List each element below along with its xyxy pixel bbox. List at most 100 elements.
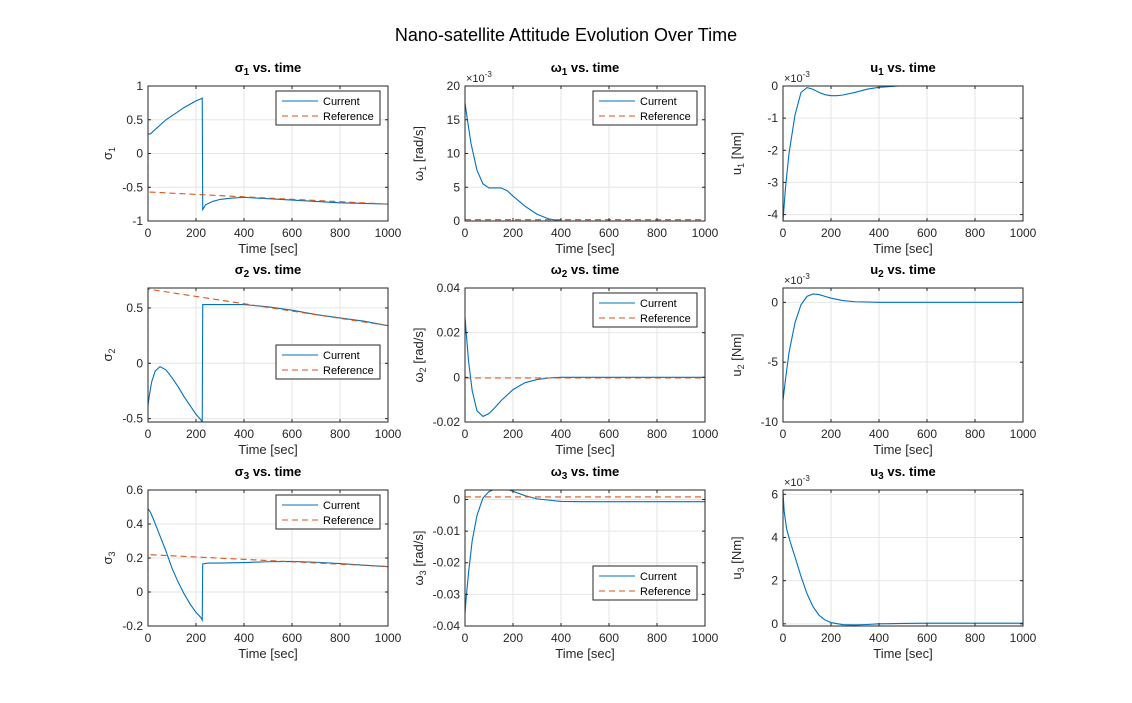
x-tick-label: 600 [282,427,302,441]
y-axis-label: ω2 [rad/s] [411,328,428,383]
x-tick-label: 400 [551,631,571,645]
legend-current-label: Current [640,571,677,583]
legend-current-label: Current [640,298,677,310]
x-axis-label: Time [sec] [555,646,614,661]
axes-box [782,85,1024,222]
y-tick-label: 0 [453,214,460,228]
legend-current-label: Current [323,96,360,108]
x-tick-label: 1000 [692,226,719,240]
y-tick-label: -0.02 [433,415,461,429]
x-tick-label: 600 [599,427,619,441]
legend-reference-label: Reference [323,515,374,527]
current-line [148,304,388,422]
y-tick-label: 0 [136,147,143,161]
axis-exponent: ×10-3 [466,70,492,85]
current-line [148,97,388,212]
subplot-u1: 0 200 400 600 800 1000 -4 -3 -2 -1 0 ×10-3 u1 vs. ti… [729,60,1037,256]
x-tick-label: 400 [551,226,571,240]
x-tick-label: 600 [282,631,302,645]
x-tick-label: 400 [234,427,254,441]
y-axis-label: u3 [Nm] [729,536,746,579]
axis-exponent: ×10-3 [784,474,810,489]
legend: Current Reference [592,292,698,328]
x-axis-label: Time [sec] [555,241,614,256]
x-tick-label: 200 [821,631,841,645]
current-line [783,293,1023,401]
legend-current-label: Current [640,96,677,108]
legend-reference-label: Reference [640,586,691,598]
y-tick-label: 0.5 [126,301,143,315]
y-tick-label: 20 [447,79,461,93]
y-axis-label: σ1 [100,147,117,160]
subplot-title: ω1 vs. time [551,60,620,78]
x-tick-label: 1000 [1010,631,1037,645]
axes-box [782,287,1024,423]
x-tick-label: 200 [186,226,206,240]
current-line [465,316,705,418]
plot-area [783,490,1023,626]
y-tick-label: 0 [771,617,778,631]
x-tick-label: 400 [869,631,889,645]
subplot-sigma2: 0 200 400 600 800 1000-0.500.5σ2 vs. timeTime… [100,262,402,457]
subplot-title: σ1 vs. time [235,60,302,78]
y-tick-label: 10 [447,147,461,161]
y-tick-label: 5 [453,180,460,194]
x-tick-label: 400 [551,427,571,441]
y-tick-label: -0.03 [433,587,461,601]
figure-title: Nano-satellite Attitude Evolution Over T… [395,25,737,45]
x-tick-label: 600 [599,631,619,645]
legend-current-label: Current [323,350,360,362]
y-tick-label: 0 [771,79,778,93]
subplot-sigma1: 0 200 400 600 800 1000 -1 -0.5 0 0.5 1 σ1 vs. time T… [100,60,402,256]
subplot-title: ω3 vs. time [551,464,620,482]
legend: Current Reference [275,344,381,380]
x-tick-label: 1000 [375,631,402,645]
y-tick-label: 0 [771,295,778,309]
y-axis-label: ω3 [rad/s] [411,531,428,586]
x-tick-label: 200 [821,427,841,441]
x-tick-label: 600 [599,226,619,240]
x-tick-label: 400 [869,226,889,240]
x-tick-label: 200 [186,427,206,441]
legend-box [592,292,698,328]
axes-box [782,489,1024,627]
subplot-title: σ3 vs. time [235,464,302,482]
y-tick-label: -1 [767,111,778,125]
y-tick-label: -10 [761,415,779,429]
current-line [783,86,1023,221]
x-tick-label: 1000 [375,226,402,240]
x-tick-label: 800 [647,427,667,441]
x-tick-label: 200 [186,631,206,645]
x-axis-label: Time [sec] [238,442,297,457]
x-tick-label: 800 [647,226,667,240]
legend-box [275,344,381,380]
subplot-omega3: 0 200 400 600 800 1000 -0.04 -0.03 -0.02 -0.01 0 ω3… [411,464,719,661]
current-line [465,102,705,221]
y-axis-label: σ2 [100,348,117,361]
y-tick-label: 15 [447,113,461,127]
legend-reference-label: Reference [323,365,374,377]
y-axis-label: u1 [Nm] [729,132,746,175]
x-tick-label: 0 [462,631,469,645]
x-tick-label: 800 [965,631,985,645]
current-line [783,492,1023,626]
plot-area [465,490,705,626]
subplot-title: u2 vs. time [870,262,936,280]
subplot-u3: 0 200 400 600 800 1000 0 2 4 6 ×10-3 u3 vs. time Tim… [729,464,1037,661]
subplot-title: u1 vs. time [870,60,936,78]
x-tick-label: 1000 [1010,226,1037,240]
x-tick-label: 200 [503,226,523,240]
legend-reference-label: Reference [640,111,691,123]
legend: Current Reference [275,90,381,126]
legend: Current Reference [592,90,698,126]
legend-reference-label: Reference [640,313,691,325]
y-tick-label: -5 [767,355,778,369]
legend: Current Reference [592,565,698,601]
subplot-omega1: 0 200 400 600 800 1000 0 5 10 15 20 ×10-3 ω1 vs. tim… [411,60,719,256]
axis-exponent: ×10-3 [784,272,810,287]
y-tick-label: 0.02 [437,326,461,340]
x-tick-label: 600 [917,427,937,441]
